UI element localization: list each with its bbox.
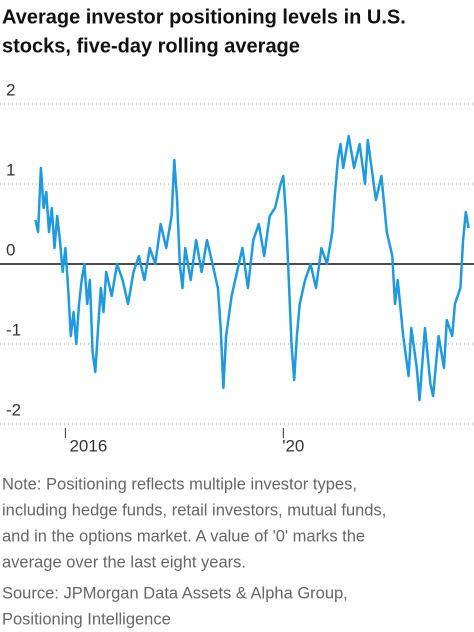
chart-title: stocks, five-day rolling average [2, 35, 300, 57]
note: and in the options market. A value of '0… [2, 527, 365, 545]
x-tick-label: '20 [282, 436, 304, 455]
source: Source: JPMorgan Data Assets & Alpha Gro… [2, 584, 348, 602]
y-tick-label: 1 [6, 160, 15, 179]
note: Note: Positioning reflects multiple inve… [2, 475, 357, 493]
data-line [34, 134, 470, 402]
note: average over the last eight years. [2, 553, 246, 571]
y-tick-label: -1 [6, 320, 21, 339]
y-tick-label: 2 [6, 80, 15, 99]
source: Positioning Intelligence [2, 610, 171, 628]
y-tick-label: -2 [6, 400, 21, 419]
x-tick-label: 2016 [69, 436, 107, 455]
note: including hedge funds, retail investors,… [2, 501, 386, 519]
y-tick-label: 0 [6, 240, 15, 259]
chart-title: Average investor positioning levels in U… [2, 6, 406, 28]
